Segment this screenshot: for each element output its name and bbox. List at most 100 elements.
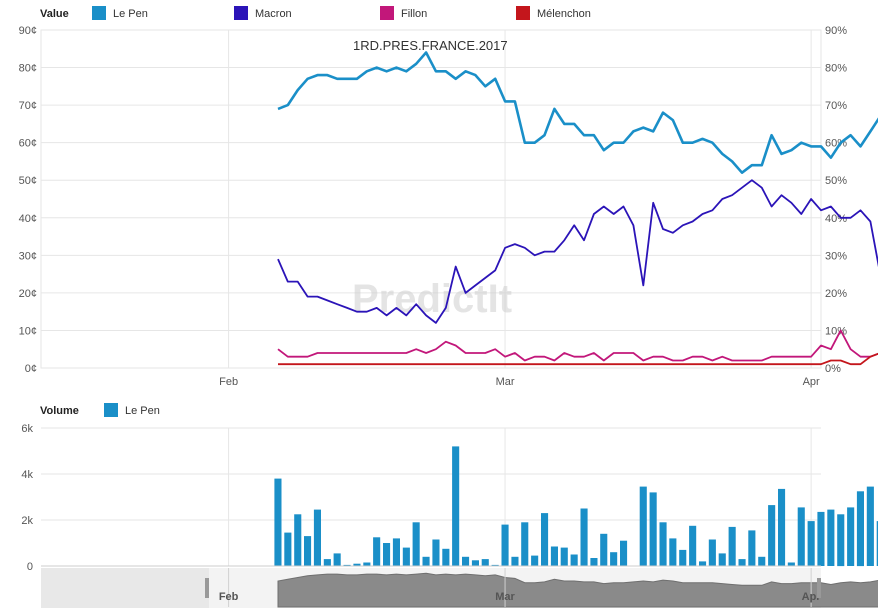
y-tick-label-left: 40¢ xyxy=(19,213,37,225)
volume-bar xyxy=(778,488,786,566)
volume-bar xyxy=(639,486,647,566)
y-tick-label-left: 90¢ xyxy=(19,25,37,37)
legend-swatch xyxy=(234,6,248,20)
volume-bar xyxy=(471,560,479,567)
navigator[interactable]: Feb Mar Apr xyxy=(41,568,878,608)
volume-bar xyxy=(620,540,628,566)
volume-bar xyxy=(728,526,736,566)
legend-label: Fillon xyxy=(401,8,427,20)
volume-bar xyxy=(481,559,489,566)
navigator-tick-label: Feb xyxy=(219,591,239,603)
volume-bar xyxy=(274,478,282,566)
volume-series-name: Le Pen xyxy=(125,405,160,417)
volume-bar xyxy=(876,521,878,566)
volume-bar xyxy=(590,558,598,566)
volume-bar xyxy=(797,507,805,566)
volume-bar xyxy=(699,561,707,566)
navigator-series-area xyxy=(277,572,878,608)
volume-bar xyxy=(531,555,539,566)
volume-bar xyxy=(313,509,321,566)
x-tick-label: Feb xyxy=(219,376,238,388)
volume-gridlines xyxy=(41,427,821,566)
volume-bar xyxy=(363,562,371,566)
volume-bar xyxy=(787,562,795,566)
volume-bar xyxy=(748,530,756,566)
volume-bar xyxy=(383,543,391,566)
y-tick-label-left: 80¢ xyxy=(19,63,37,75)
volume-y-tick-label: 4k xyxy=(21,469,33,481)
legend-swatch xyxy=(380,6,394,20)
y-tick-label-left: 20¢ xyxy=(19,288,37,300)
volume-bar xyxy=(304,536,312,566)
legend: Value Le Pen Macron Fillon Mélenchon xyxy=(40,6,591,20)
legend-item-fillon[interactable]: Fillon xyxy=(380,6,427,20)
volume-bar xyxy=(284,532,292,566)
legend-item-le-pen[interactable]: Le Pen xyxy=(92,6,148,20)
volume-bar xyxy=(708,539,716,566)
volume-bar xyxy=(462,556,470,566)
volume-bar xyxy=(866,486,874,566)
volume-panel: 0 2k 4k 6k xyxy=(21,423,878,573)
legend-label: Mélenchon xyxy=(537,8,591,20)
volume-bar xyxy=(817,511,825,566)
volume-y-tick-label: 0 xyxy=(27,561,33,573)
value-y-axis-right: 0%10%20%30%40%50%60%70%80%90% xyxy=(825,25,847,375)
navigator-tick-label: Apr xyxy=(802,591,822,603)
navigator-handle-left[interactable] xyxy=(205,578,209,598)
legend-item-macron[interactable]: Macron xyxy=(234,6,292,20)
legend-label: Le Pen xyxy=(113,8,148,20)
chart-title: 1RD.PRES.FRANCE.2017 xyxy=(353,38,508,53)
volume-bar xyxy=(649,492,657,566)
series-line-le-pen xyxy=(277,51,878,174)
y-tick-label-right: 80% xyxy=(825,63,847,75)
y-tick-label-right: 20% xyxy=(825,288,847,300)
legend-swatch xyxy=(516,6,530,20)
navigator-handle-right[interactable] xyxy=(817,578,821,598)
legend-item-melenchon[interactable]: Mélenchon xyxy=(516,6,591,20)
volume-bars xyxy=(274,446,878,567)
volume-bar xyxy=(827,509,835,566)
volume-bar xyxy=(452,446,460,566)
volume-bar xyxy=(333,553,341,566)
value-x-axis: Feb Mar Apr xyxy=(219,376,820,388)
volume-bar xyxy=(491,564,499,566)
volume-bar xyxy=(521,522,529,566)
volume-bar xyxy=(856,491,864,567)
y-tick-label-right: 40% xyxy=(825,213,847,225)
volume-bar xyxy=(560,547,568,566)
y-tick-label-right: 70% xyxy=(825,100,847,112)
x-tick-label: Apr xyxy=(803,376,820,388)
value-y-axis-left: 0¢ 10¢ 20¢ 30¢ 40¢ 50¢ 60¢ 70¢ 80¢ 90¢ xyxy=(19,25,37,375)
volume-y-tick-label: 6k xyxy=(21,423,33,435)
volume-legend: Volume Le Pen xyxy=(40,403,160,417)
volume-bar xyxy=(501,524,509,566)
volume-bar xyxy=(373,537,381,567)
volume-swatch xyxy=(104,403,118,417)
volume-bar xyxy=(689,525,697,567)
volume-y-tick-label: 2k xyxy=(21,515,33,527)
legend-swatch xyxy=(92,6,106,20)
volume-label: Volume xyxy=(40,405,79,417)
volume-bar xyxy=(432,539,440,566)
series-line-macron xyxy=(277,179,878,324)
volume-bar xyxy=(669,538,677,566)
y-tick-label-left: 10¢ xyxy=(19,325,37,337)
series-line-fillon xyxy=(277,329,878,362)
volume-bar xyxy=(847,507,855,566)
y-tick-label-left: 50¢ xyxy=(19,175,37,187)
y-tick-label-left: 0¢ xyxy=(25,363,37,375)
legend-label: Macron xyxy=(255,8,292,20)
volume-bar xyxy=(353,563,361,566)
volume-bar xyxy=(600,533,608,566)
y-tick-label-right: 10% xyxy=(825,325,847,337)
navigator-area xyxy=(277,572,878,608)
volume-bar xyxy=(807,521,815,566)
y-tick-label-left: 60¢ xyxy=(19,138,37,150)
volume-bar xyxy=(610,552,618,566)
volume-bar xyxy=(412,522,420,566)
volume-bar xyxy=(738,559,746,566)
y-tick-label-left: 30¢ xyxy=(19,250,37,262)
volume-bar xyxy=(758,556,766,566)
y-tick-label-right: 0% xyxy=(825,363,841,375)
